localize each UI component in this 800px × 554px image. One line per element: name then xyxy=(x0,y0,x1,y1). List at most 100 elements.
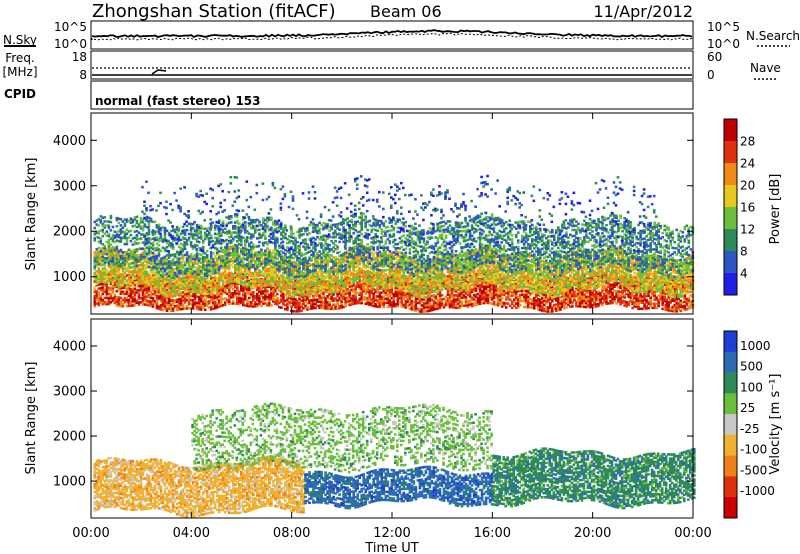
power-cell xyxy=(378,303,382,307)
power-cell xyxy=(127,285,131,288)
power-cell xyxy=(272,300,275,303)
power-cell xyxy=(374,294,377,298)
power-cell xyxy=(581,295,584,298)
power-cell xyxy=(280,253,283,257)
power-cell xyxy=(292,273,295,276)
power-cell xyxy=(665,298,668,301)
power-cell xyxy=(629,292,632,295)
power-cell xyxy=(408,307,412,310)
power-cell xyxy=(651,292,654,295)
power-cell xyxy=(129,304,133,307)
power-cell xyxy=(258,252,261,256)
power-cell xyxy=(189,273,193,276)
power-cell xyxy=(667,307,670,310)
power-cell xyxy=(623,294,626,297)
power-cell xyxy=(342,297,345,301)
power-cell xyxy=(240,280,243,283)
power-cell xyxy=(215,253,219,256)
power-cell xyxy=(163,259,167,262)
power-cell xyxy=(464,302,468,305)
power-cell xyxy=(541,307,544,310)
nave-tick-top: 60 xyxy=(707,50,722,64)
power-cell xyxy=(149,268,153,272)
power-cell xyxy=(127,283,131,286)
power-cell xyxy=(197,295,201,299)
power-cell xyxy=(651,288,654,291)
power-cell xyxy=(563,304,566,308)
power-cell xyxy=(643,307,646,310)
power-cell xyxy=(246,266,249,270)
power-cell xyxy=(117,278,121,282)
power-cell xyxy=(480,302,484,305)
power-cell xyxy=(258,300,261,304)
power-cell xyxy=(294,289,297,293)
power-cell xyxy=(581,297,584,300)
power-cell xyxy=(155,302,159,306)
power-cell xyxy=(187,267,191,270)
power-cell xyxy=(502,281,506,284)
power-cell xyxy=(119,273,123,276)
power-cell xyxy=(394,302,398,306)
power-cell xyxy=(452,304,456,307)
power-cell xyxy=(95,290,99,293)
power-cell xyxy=(382,279,386,282)
power-cell xyxy=(246,250,249,253)
power-cell xyxy=(482,297,486,301)
power-cell xyxy=(262,253,265,257)
power-cell xyxy=(280,282,283,285)
power-cell xyxy=(137,297,141,300)
power-cell xyxy=(181,297,185,300)
power-cell xyxy=(603,292,606,296)
power-cell xyxy=(219,250,223,253)
power-cell xyxy=(201,292,205,296)
power-cell xyxy=(107,292,111,296)
power-cell xyxy=(171,270,175,273)
power-cell xyxy=(657,300,660,304)
power-cell xyxy=(234,280,237,283)
power-cell xyxy=(464,296,468,299)
power-cell xyxy=(217,258,221,261)
power-cell xyxy=(442,281,446,284)
power-cell xyxy=(264,280,267,283)
power-cell xyxy=(159,295,163,299)
power-cell xyxy=(410,295,414,299)
power-cell xyxy=(155,294,159,297)
power-cell xyxy=(426,299,430,303)
power-cell xyxy=(488,302,492,305)
power-cell xyxy=(549,306,552,309)
power-cell xyxy=(272,268,275,271)
power-cell xyxy=(629,283,632,287)
power-cell xyxy=(264,255,267,258)
power-cell xyxy=(147,302,151,305)
power-cell xyxy=(316,288,319,291)
power-cell xyxy=(123,271,127,274)
power-cell xyxy=(643,305,646,308)
power-cell xyxy=(117,270,121,273)
power-cell xyxy=(539,298,542,302)
power-cell xyxy=(159,293,163,297)
power-cell xyxy=(579,294,582,298)
power-cell xyxy=(121,292,125,296)
power-cell xyxy=(179,285,183,288)
power-cell xyxy=(637,303,640,306)
nave-label: Nave xyxy=(750,61,781,75)
power-cell xyxy=(669,301,672,304)
power-cell xyxy=(657,302,660,306)
power-cell xyxy=(161,308,165,312)
power-cell xyxy=(567,293,570,296)
power-cell xyxy=(512,292,516,295)
power-cell xyxy=(472,285,476,289)
power-cell xyxy=(490,294,494,297)
power-cell xyxy=(175,300,179,303)
power-cell xyxy=(199,261,203,264)
power-cell xyxy=(478,284,482,287)
power-cell xyxy=(336,307,339,310)
power-cell xyxy=(468,289,472,292)
power-cell xyxy=(651,306,654,310)
power-cell xyxy=(583,301,586,304)
power-cell xyxy=(360,301,363,305)
power-cell xyxy=(115,255,119,258)
power-cell xyxy=(400,274,404,278)
power-cell xyxy=(478,279,482,283)
power-cell xyxy=(444,301,448,305)
